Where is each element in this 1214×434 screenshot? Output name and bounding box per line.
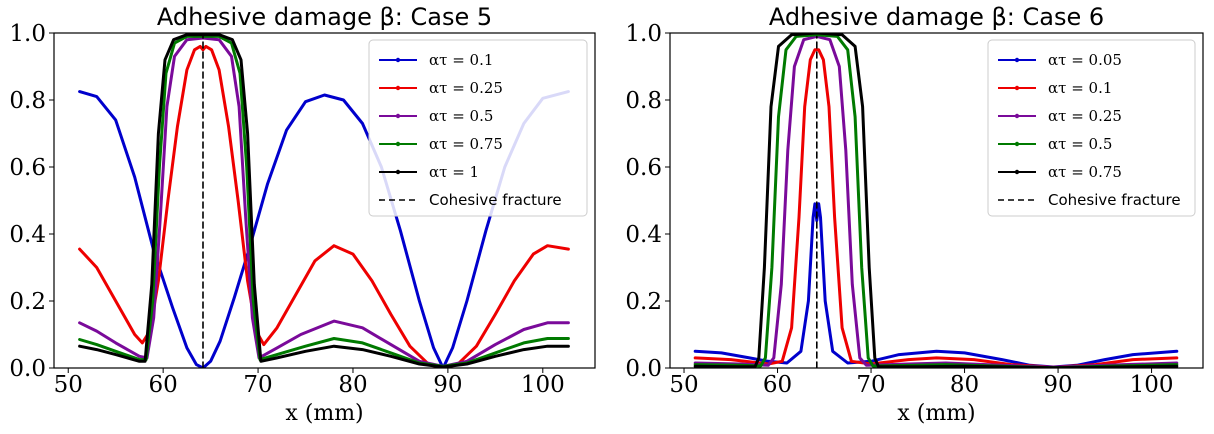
x-tick-label: 100: [1130, 372, 1174, 398]
y-tick-label: 0.4: [625, 222, 662, 248]
legend-marker: [1014, 169, 1020, 175]
y-tick-label: 0.0: [9, 356, 46, 382]
legend-box: [368, 39, 588, 217]
legend-label: ατ = 0.1: [429, 51, 493, 69]
legend-label: ατ = 0.5: [429, 107, 493, 125]
legend-label: ατ = 0.5: [1048, 135, 1112, 153]
series-line-1: [78, 90, 570, 368]
legend-marker: [1014, 85, 1020, 91]
x-tick-label: 90: [1043, 372, 1072, 398]
axes-frame: [53, 32, 596, 369]
x-axis-label: x (mm): [897, 401, 975, 426]
x-tick-label: 60: [763, 372, 792, 398]
x-tick-label: 50: [669, 372, 698, 398]
y-tick-label: 0.6: [625, 155, 662, 181]
legend-marker: [395, 57, 401, 63]
legend-label: ατ = 0.05: [1048, 51, 1122, 69]
y-tick-label: 1.0: [625, 21, 662, 47]
y-tick-label: 0.8: [9, 88, 46, 114]
chart-panel-case-5: Adhesive damage β: Case 5 50 60 70 80 90 100 0.…: [9, 3, 596, 426]
legend-marker: [395, 113, 401, 119]
x-tick-label: 70: [243, 372, 272, 398]
legend-label: Cohesive fracture: [1048, 191, 1181, 209]
legend-marker: [1014, 141, 1020, 147]
y-tick-label: 1.0: [9, 21, 46, 47]
x-tick-label: 60: [149, 372, 178, 398]
legend: ατ = 0.1 ατ = 0.25 ατ = 0.5 ατ = 0.75 ατ = 1…: [368, 39, 588, 217]
y-tick-label: 0.8: [625, 88, 662, 114]
legend-label: ατ = 0.25: [1048, 107, 1122, 125]
legend-marker: [395, 141, 401, 147]
x-axis-label: x (mm): [285, 401, 363, 426]
legend-label: ατ = 0.75: [429, 135, 503, 153]
y-tick-label: 0.6: [9, 155, 46, 181]
plot-area: [693, 33, 1179, 368]
legend-marker: [395, 85, 401, 91]
x-tick-label: 70: [856, 372, 885, 398]
y-tick-label: 0.2: [9, 289, 46, 315]
legend-label: Cohesive fracture: [429, 191, 562, 209]
x-tick-label: 80: [338, 372, 367, 398]
legend-label: ατ = 0.75: [1048, 163, 1122, 181]
legend-marker: [1014, 113, 1020, 119]
plot-area: [78, 33, 570, 368]
series-line-5: [78, 33, 570, 368]
y-tick-label: 0.0: [625, 356, 662, 382]
chart-panel-case-6: Adhesive damage β: Case 6 50 60 70 80 90 100 0.…: [625, 3, 1204, 426]
y-tick-label: 0.4: [9, 222, 46, 248]
x-tick-label: 90: [433, 372, 462, 398]
series-line-5: [693, 33, 1179, 368]
legend-label: ατ = 1: [429, 163, 479, 181]
legend: ατ = 0.05 ατ = 0.1 ατ = 0.25 ατ = 0.5 ατ = 0…: [987, 39, 1196, 217]
x-tick-label: 80: [950, 372, 979, 398]
legend-label: ατ = 0.1: [1048, 79, 1112, 97]
x-tick-label: 50: [54, 372, 83, 398]
axes-frame: [669, 32, 1204, 369]
legend-box: [987, 39, 1196, 217]
x-tick-label: 100: [521, 372, 565, 398]
chart-title: Adhesive damage β: Case 5: [157, 3, 492, 31]
y-tick-label: 0.2: [625, 289, 662, 315]
legend-marker: [1014, 57, 1020, 63]
legend-label: ατ = 0.25: [429, 79, 503, 97]
chart-title: Adhesive damage β: Case 6: [769, 3, 1104, 31]
legend-marker: [395, 169, 401, 175]
